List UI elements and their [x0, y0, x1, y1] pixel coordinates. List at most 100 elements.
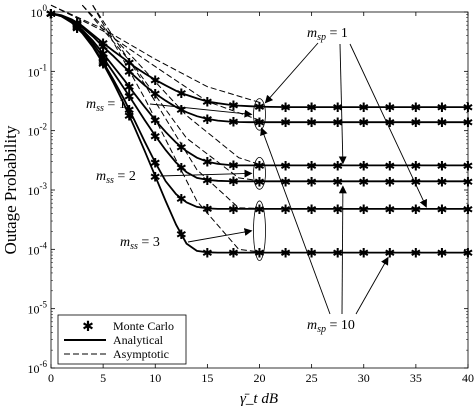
monte-carlo-marker: ✱ — [176, 103, 187, 118]
legend-marker-symbol: ✱ — [82, 320, 94, 335]
monte-carlo-marker: ✱ — [436, 246, 447, 261]
monte-carlo-marker: ✱ — [358, 246, 369, 261]
monte-carlo-marker: ✱ — [410, 115, 421, 130]
monte-carlo-marker: ✱ — [436, 115, 447, 130]
monte-carlo-marker: ✱ — [202, 95, 213, 110]
legend-label-asymptotic: Asymptotic — [113, 347, 169, 361]
monte-carlo-marker: ✱ — [306, 174, 317, 189]
arrow-msp1-a — [266, 43, 319, 103]
monte-carlo-marker: ✱ — [228, 158, 239, 173]
monte-carlo-marker: ✱ — [202, 155, 213, 170]
monte-carlo-marker: ✱ — [332, 174, 343, 189]
y-tick-label: 10-5 — [28, 300, 48, 317]
annotation-msp-1: msp = 1 — [307, 26, 348, 43]
monte-carlo-marker: ✱ — [202, 201, 213, 216]
monte-carlo-marker: ✱ — [72, 21, 83, 36]
monte-carlo-marker: ✱ — [358, 115, 369, 130]
x-axis-label: γ̄_t dB — [240, 391, 278, 407]
monte-carlo-marker: ✱ — [280, 100, 291, 115]
monte-carlo-marker: ✱ — [463, 115, 474, 130]
monte-carlo-marker: ✱ — [306, 100, 317, 115]
y-tick-label: 10-1 — [28, 62, 48, 79]
monte-carlo-marker: ✱ — [358, 100, 369, 115]
monte-carlo-marker: ✱ — [410, 100, 421, 115]
monte-carlo-marker: ✱ — [463, 158, 474, 173]
monte-carlo-marker: ✱ — [463, 100, 474, 115]
monte-carlo-marker: ✱ — [384, 100, 395, 115]
monte-carlo-marker: ✱ — [358, 174, 369, 189]
annotation-msp-10: msp = 10 — [307, 318, 355, 335]
monte-carlo-marker: ✱ — [463, 174, 474, 189]
monte-carlo-marker: ✱ — [384, 174, 395, 189]
monte-carlo-marker: ✱ — [384, 202, 395, 217]
monte-carlo-marker: ✱ — [46, 6, 57, 21]
monte-carlo-marker: ✱ — [463, 246, 474, 261]
legend-label-monte-carlo: Monte Carlo — [113, 319, 174, 333]
monte-carlo-marker: ✱ — [306, 158, 317, 173]
monte-carlo-marker: ✱ — [150, 113, 161, 128]
monte-carlo-marker: ✱ — [150, 73, 161, 88]
monte-carlo-marker: ✱ — [98, 57, 109, 72]
monte-carlo-marker: ✱ — [384, 115, 395, 130]
monte-carlo-marker: ✱ — [332, 202, 343, 217]
monte-carlo-marker: ✱ — [332, 158, 343, 173]
monte-carlo-marker: ✱ — [176, 160, 187, 175]
monte-carlo-marker: ✱ — [306, 202, 317, 217]
asymptotic-curve-4 — [82, 5, 259, 181]
y-tick-label: 10-3 — [28, 181, 48, 198]
arrow-msp10-c — [356, 258, 388, 314]
monte-carlo-marker: ✱ — [410, 202, 421, 217]
x-tick-label: 30 — [358, 371, 370, 385]
monte-carlo-marker: ✱ — [254, 174, 265, 189]
monte-carlo-marker: ✱ — [358, 158, 369, 173]
x-tick-label: 0 — [48, 371, 54, 385]
y-tick-label: 10-2 — [28, 122, 48, 139]
series-markers: ✱✱✱✱✱✱✱✱✱✱✱✱✱✱✱✱✱✱✱✱✱✱✱✱✱✱✱✱✱✱✱✱✱✱✱✱✱✱✱✱… — [46, 6, 474, 260]
monte-carlo-marker: ✱ — [280, 174, 291, 189]
x-tick-label: 25 — [306, 371, 318, 385]
monte-carlo-marker: ✱ — [176, 140, 187, 155]
annotation-mss-3: mss = 3 — [120, 235, 160, 252]
x-tick-label: 10 — [149, 371, 161, 385]
x-tick-label: 40 — [462, 371, 474, 385]
monte-carlo-marker: ✱ — [202, 245, 213, 260]
monte-carlo-marker: ✱ — [228, 98, 239, 113]
monte-carlo-marker: ✱ — [410, 158, 421, 173]
monte-carlo-marker: ✱ — [280, 246, 291, 261]
monte-carlo-marker: ✱ — [384, 246, 395, 261]
monte-carlo-marker: ✱ — [176, 191, 187, 206]
monte-carlo-marker: ✱ — [150, 169, 161, 184]
legend: ✱ Monte Carlo Analytical Asymptotic — [58, 315, 186, 364]
monte-carlo-marker: ✱ — [228, 174, 239, 189]
monte-carlo-marker: ✱ — [124, 64, 135, 79]
monte-carlo-marker: ✱ — [150, 87, 161, 102]
monte-carlo-marker: ✱ — [228, 246, 239, 261]
y-tick-label: 10-6 — [28, 359, 48, 376]
analytical-curve-1 — [51, 13, 468, 107]
legend-label-analytical: Analytical — [113, 333, 164, 347]
x-tick-label: 35 — [410, 371, 422, 385]
monte-carlo-marker: ✱ — [358, 202, 369, 217]
monte-carlo-marker: ✱ — [384, 158, 395, 173]
arrow-mss-3 — [188, 231, 252, 242]
annotation-mss-1: mss = 1 — [86, 97, 126, 114]
x-tick-label: 5 — [100, 371, 106, 385]
monte-carlo-marker: ✱ — [306, 115, 317, 130]
monte-carlo-marker: ✱ — [436, 174, 447, 189]
monte-carlo-marker: ✱ — [228, 115, 239, 130]
monte-carlo-marker: ✱ — [410, 246, 421, 261]
monte-carlo-marker: ✱ — [254, 115, 265, 130]
monte-carlo-marker: ✱ — [228, 202, 239, 217]
monte-carlo-marker: ✱ — [463, 202, 474, 217]
arrow-msp10-a — [262, 128, 331, 314]
y-axis-label: Outage Probability — [1, 125, 20, 254]
x-tick-label: 15 — [201, 371, 213, 385]
monte-carlo-marker: ✱ — [332, 246, 343, 261]
monte-carlo-marker: ✱ — [202, 112, 213, 127]
monte-carlo-marker: ✱ — [176, 227, 187, 242]
y-tick-label: 10-4 — [28, 240, 48, 257]
monte-carlo-marker: ✱ — [176, 86, 187, 101]
monte-carlo-marker: ✱ — [436, 158, 447, 173]
